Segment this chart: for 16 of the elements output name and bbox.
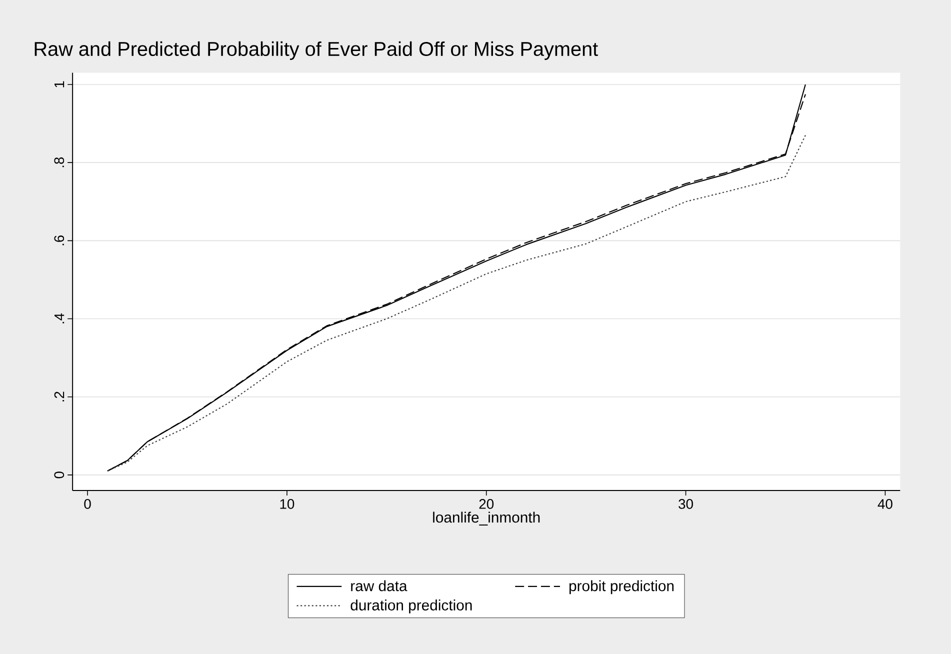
y-tick-label: .6 [54,235,64,246]
x-axis-title: loanlife_inmonth [433,512,540,526]
y-tick-label: .8 [54,157,64,168]
y-tick-label: .4 [54,313,64,324]
y-tick-label: 1 [54,81,64,88]
x-tick-label: 40 [878,499,892,509]
y-tick-label: .2 [54,392,64,402]
x-tick-label: 10 [280,499,294,509]
chart-title: Raw and Predicted Probability of Ever Paid Off or Miss Payment [34,41,598,60]
x-tick-label: 0 [84,499,91,509]
legend-label: probit prediction [569,580,674,594]
y-tick-label: 0 [54,472,64,478]
x-tick-label: 30 [678,499,693,509]
legend-label: duration prediction [350,600,472,614]
legend-label: raw data [351,580,408,592]
x-tick-label: 20 [479,499,494,509]
